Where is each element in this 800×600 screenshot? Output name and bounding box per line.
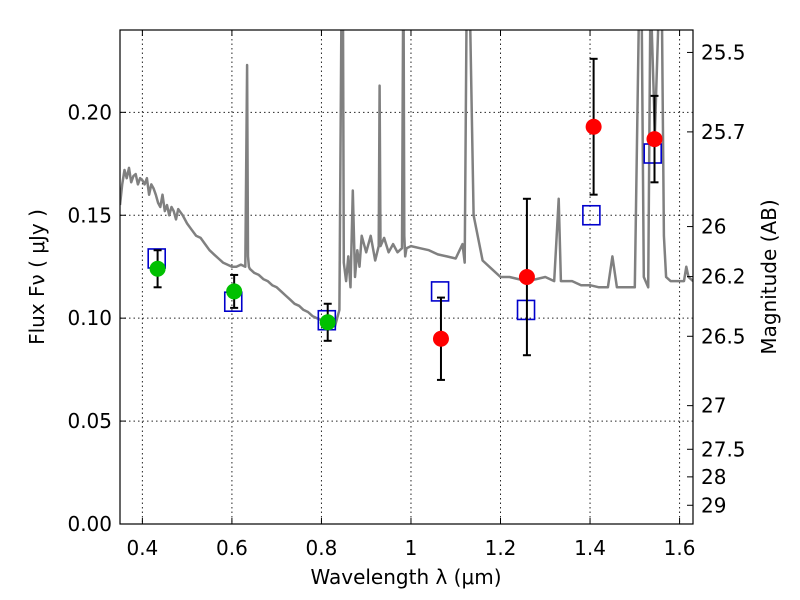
optical-point: [226, 283, 243, 300]
y2-axis: 25.5 25.7 26 26.2 26.5 27 27.5 28 29: [687, 40, 746, 517]
y2-tick-label: 25.5: [701, 40, 746, 64]
y2-tick-label: 26.2: [701, 265, 746, 289]
x-tick-label: 1: [405, 536, 418, 560]
x-tick-label: 0.6: [216, 536, 248, 560]
y-axis-label: Flux Fν ( μJy ): [25, 209, 49, 345]
nir-point: [585, 118, 602, 135]
y-tick-label: 0.20: [67, 100, 112, 124]
y2-tick-label: 27: [701, 394, 726, 418]
y2-tick-label: 25.7: [701, 120, 746, 144]
y2-tick-label: 29: [701, 493, 726, 517]
model-spectrum-line: [120, 30, 693, 328]
grid: [120, 30, 693, 524]
model-spectrum-layer: [120, 30, 693, 328]
optical-point: [319, 314, 336, 331]
data-points-layer: [147, 57, 663, 381]
y-tick-label: 0.00: [67, 512, 112, 536]
x-tick-label: 1.4: [574, 536, 606, 560]
y-tick-label: 0.10: [67, 306, 112, 330]
y2-tick-label: 28: [701, 465, 726, 489]
y-tick-label: 0.15: [67, 203, 112, 227]
nir-point: [646, 131, 663, 148]
y2-tick-label: 26: [701, 215, 726, 239]
nir-point: [518, 269, 535, 285]
y2-axis-label: Magnitude (AB): [757, 199, 781, 354]
optical-point: [149, 260, 166, 277]
y-axis: 0.00 0.05 0.10 0.15 0.20: [67, 100, 126, 536]
x-tick-label: 0.4: [126, 536, 158, 560]
y2-tick-label: 26.5: [701, 324, 746, 348]
x-tick-label: 1.2: [485, 536, 517, 560]
x-axis-label: Wavelength λ (μm): [310, 565, 501, 589]
x-axis: 0.4 0.6 0.8 1 1.2 1.4 1.6: [126, 30, 695, 560]
y2-tick-label: 27.5: [701, 437, 746, 461]
model-flux-square: [582, 204, 601, 226]
x-tick-label: 0.8: [306, 536, 338, 560]
x-tick-label: 1.6: [664, 536, 696, 560]
nir-point: [432, 330, 449, 347]
y-tick-label: 0.05: [67, 409, 112, 433]
